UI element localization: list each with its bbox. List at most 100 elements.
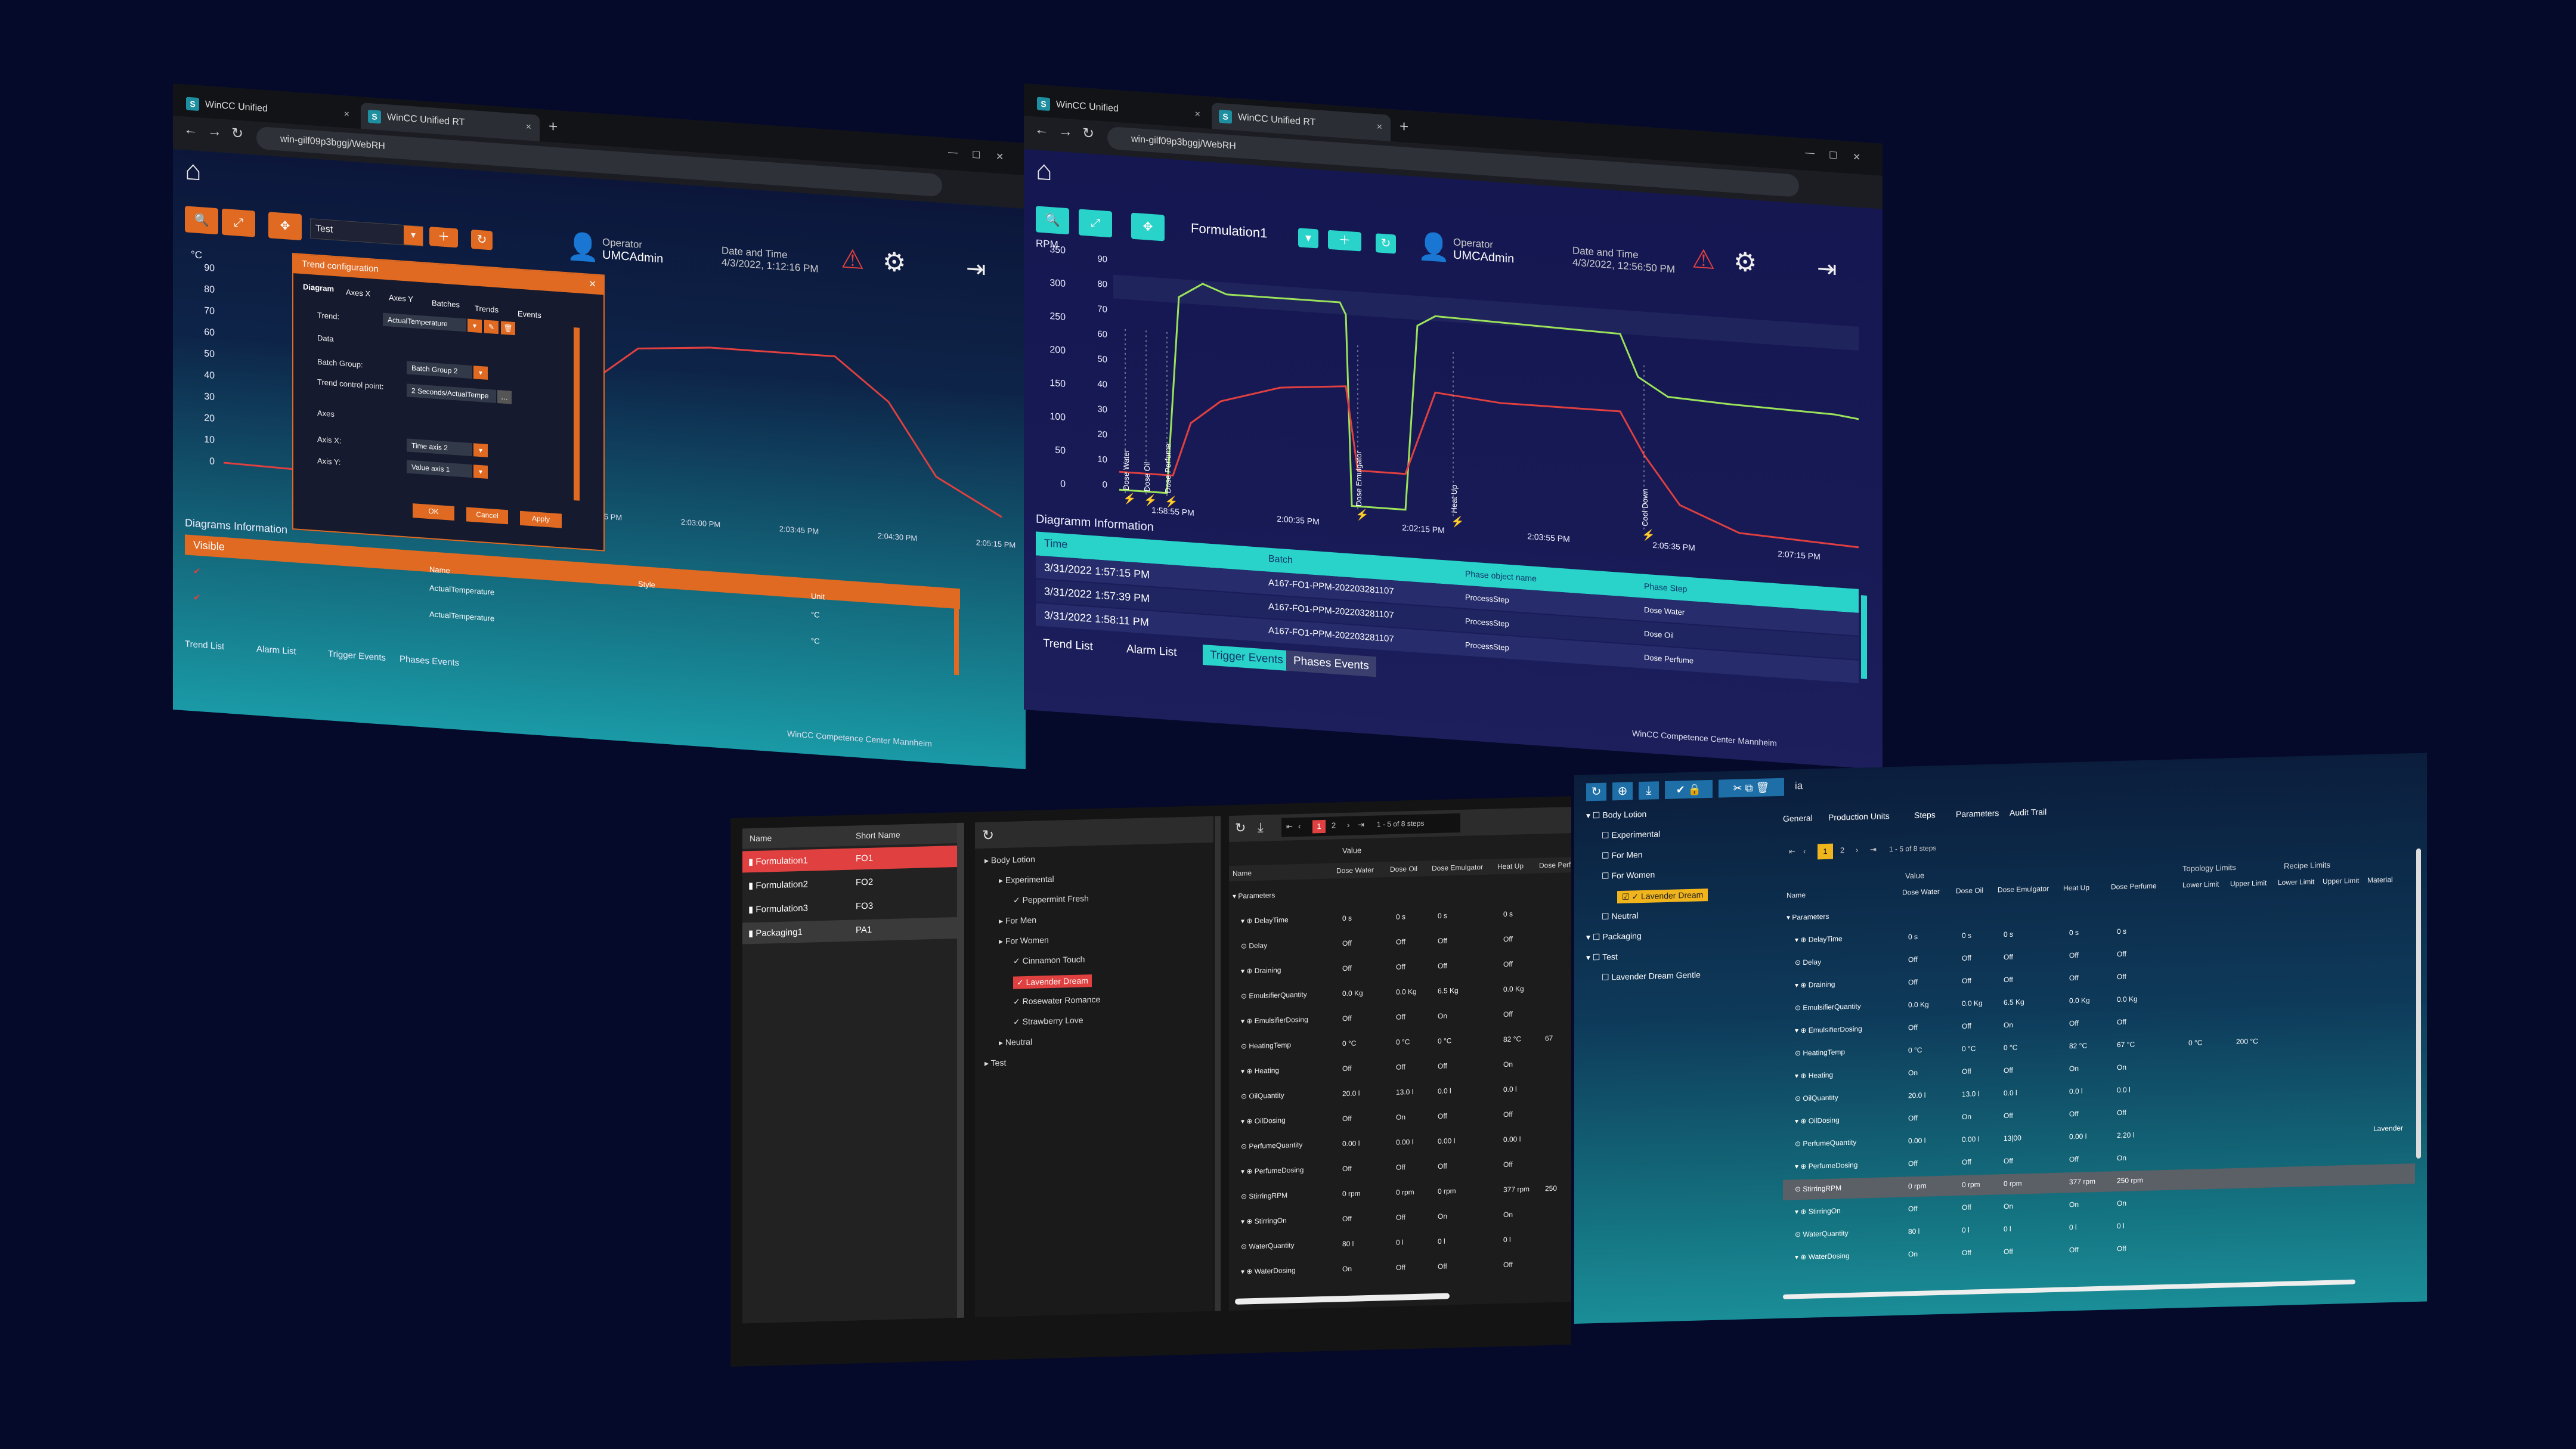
grid-cell[interactable]: Off [1962, 1157, 1971, 1166]
grid-cell[interactable]: 13|00 [2004, 1134, 2021, 1143]
grid-cell[interactable]: On [2117, 1153, 2127, 1163]
grid-cell[interactable]: 0 l [1396, 1238, 1404, 1247]
maximize-icon[interactable]: ☐ [972, 150, 981, 161]
batch-group-select[interactable]: Batch Group 2 [407, 361, 472, 379]
tree-node[interactable]: ☐ For Men [1602, 849, 1643, 860]
chevron-down-icon[interactable]: ▾ [473, 465, 488, 479]
grid-cell[interactable]: 20.0 l [1908, 1091, 1926, 1100]
grid-cell[interactable]: 0 s [2069, 928, 2079, 937]
grid-cell[interactable]: Off [1342, 1064, 1352, 1073]
grid-cell[interactable]: Off [1438, 1162, 1447, 1171]
grid-cell[interactable]: On [1503, 1060, 1513, 1069]
grid-cell[interactable]: Off [2117, 949, 2126, 959]
tree-node[interactable]: ☐ Experimental [1602, 829, 1661, 840]
approve-icon[interactable]: ✔ 🔒 [1665, 779, 1713, 800]
grid-cell[interactable]: Lavender [2373, 1123, 2404, 1133]
prev-page-icon[interactable]: ‹ [1803, 846, 1806, 856]
grid-cell[interactable]: 80 l [1342, 1239, 1354, 1249]
grid-cell[interactable]: 0 s [1962, 931, 1972, 940]
tree-node[interactable]: ▾ ☐ Packaging [1586, 931, 1642, 942]
detail-tab[interactable]: Steps [1914, 810, 1936, 821]
tree-node[interactable]: ☐ Neutral [1602, 911, 1639, 921]
dialog-tab[interactable]: Diagram [303, 282, 335, 293]
grid-cell[interactable]: 0.0 l [1503, 1085, 1517, 1094]
grid-cell[interactable]: On [1396, 1113, 1406, 1122]
grid-cell[interactable]: 0.0 Kg [1503, 984, 1524, 994]
grid-cell[interactable]: 0.00 l [2069, 1132, 2087, 1141]
grid-cell[interactable]: 80 l [1908, 1227, 1920, 1236]
grid-cell[interactable]: 13.0 l [1396, 1088, 1414, 1097]
grid-cell[interactable]: 0.0 Kg [1342, 989, 1363, 998]
last-page-icon[interactable]: ⇥ [1870, 844, 1877, 854]
tree-node[interactable]: ☐ For Women [1602, 869, 1655, 881]
grid-cell[interactable]: Off [1908, 977, 1918, 987]
tree-node[interactable]: ▾ ☐ Test [1586, 952, 1618, 962]
alarm-icon[interactable]: ⚠ [1692, 244, 1716, 275]
grid-cell[interactable]: 2.20 l [2117, 1131, 2135, 1140]
grid-cell[interactable]: 0 l [2117, 1221, 2125, 1231]
grid-cell[interactable]: Off [1962, 976, 1971, 985]
grid-cell[interactable]: Off [1396, 937, 1405, 946]
grid-cell[interactable]: On [1342, 1264, 1352, 1274]
grid-cell[interactable]: 0 °C [1342, 1039, 1357, 1048]
close-icon[interactable]: × [1376, 122, 1382, 133]
grid-cell[interactable]: On [2069, 1200, 2079, 1209]
forward-icon[interactable]: → [1058, 123, 1073, 140]
table-scrollbar[interactable] [1861, 595, 1867, 679]
grid-cell[interactable]: Off [1438, 1061, 1447, 1070]
chevron-down-icon[interactable]: ▾ [1298, 228, 1318, 249]
checkmark-icon[interactable]: ✔ [193, 566, 201, 577]
next-page-icon[interactable]: › [1347, 820, 1350, 829]
grid-cell[interactable]: Off [1503, 934, 1513, 944]
grid-cell[interactable]: Off [1503, 1110, 1513, 1119]
dialog-scrollbar[interactable] [574, 327, 580, 501]
grid-cell[interactable]: 0 rpm [1438, 1187, 1456, 1196]
home-icon[interactable]: ⌂ [185, 154, 202, 187]
grid-cell[interactable]: Off [2004, 1247, 2013, 1256]
grid-cell[interactable]: Off [1962, 1021, 1971, 1030]
zoom-icon[interactable]: 🔍 [1036, 206, 1069, 235]
maximize-icon[interactable]: ☐ [1829, 150, 1838, 162]
grid-cell[interactable]: On [1503, 1210, 1513, 1219]
axis-y-select[interactable]: Value axis 1 [407, 460, 472, 478]
logout-icon[interactable]: ⇥ [1817, 255, 1837, 283]
bottom-tab[interactable]: Phases Events [1286, 650, 1376, 677]
grid-cell[interactable]: Off [2004, 952, 2013, 962]
grid-cell[interactable]: 377 rpm [2069, 1177, 2096, 1187]
grid-cell[interactable]: Off [2117, 1244, 2126, 1253]
first-page-icon[interactable]: ⇤ [1789, 847, 1795, 856]
tree-node[interactable]: ✓ Strawberry Love [1013, 1015, 1083, 1027]
grid-cell[interactable]: 0 s [2117, 927, 2127, 936]
grid-cell[interactable]: 0 s [1342, 914, 1352, 923]
detail-tab[interactable]: Parameters [1956, 808, 1999, 819]
grid-cell[interactable]: Off [2069, 1109, 2079, 1119]
grid-cell[interactable]: Off [1396, 1263, 1405, 1272]
next-page-icon[interactable]: › [1856, 845, 1859, 854]
grid-cell[interactable]: Off [2004, 1111, 2013, 1120]
dialog-tab[interactable]: Axes X [346, 287, 371, 299]
grid-cell[interactable]: 0 °C [2188, 1038, 2203, 1048]
grid-cell[interactable]: 0.00 l [1908, 1136, 1926, 1145]
grid-cell[interactable]: 0 l [2004, 1224, 2011, 1234]
dialog-tab[interactable]: Events [518, 309, 541, 320]
refresh-icon[interactable]: ↻ [1586, 782, 1606, 801]
chevron-down-icon[interactable]: ▾ [473, 443, 488, 457]
window-close-icon[interactable]: ✕ [1853, 152, 1861, 163]
reload-icon[interactable]: ↻ [1082, 125, 1095, 143]
grid-cell[interactable]: Off [1908, 1204, 1918, 1213]
grid-cell[interactable]: 0.00 l [1503, 1135, 1521, 1144]
grid-cell[interactable]: 0 rpm [1908, 1181, 1927, 1191]
grid-cell[interactable]: Off [2117, 1017, 2126, 1027]
list-item[interactable]: ▮ Formulation1 FO1 [742, 846, 957, 873]
grid-cell[interactable]: Off [2069, 950, 2079, 960]
grid-cell[interactable]: On [1908, 1068, 1918, 1078]
dialog-tab[interactable]: Trends [475, 304, 499, 315]
grid-cell[interactable]: 250 rpm [2117, 1176, 2144, 1185]
add-icon[interactable]: ⊕ [1612, 782, 1633, 801]
refresh-icon[interactable]: ↻ [1235, 820, 1246, 835]
close-icon[interactable]: ✕ [589, 278, 596, 290]
grid-cell[interactable]: Off [2117, 1108, 2126, 1117]
grid-cell[interactable]: 0 s [1908, 932, 1918, 942]
bottom-tab[interactable]: Trend List [1043, 637, 1093, 654]
expand-icon[interactable]: ⤢ [1079, 209, 1112, 238]
